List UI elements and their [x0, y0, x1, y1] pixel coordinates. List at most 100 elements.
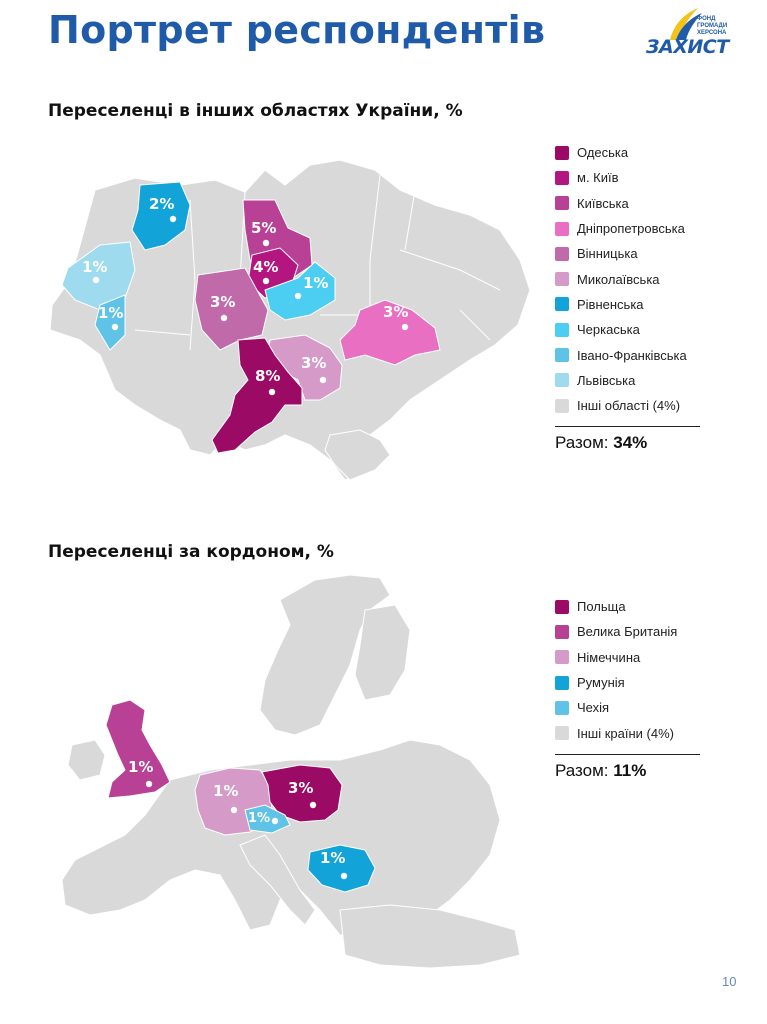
region-crimea — [324, 429, 391, 481]
label-odesa: 8% — [255, 367, 280, 385]
legend-item: Німеччина — [555, 645, 700, 670]
label-kyivska: 5% — [251, 219, 276, 237]
page-number: 10 — [722, 974, 737, 989]
label-kyiv: 4% — [253, 258, 278, 276]
ukraine-value-labels: 2% 1% 1% 5% 4% 1% 3% 3% 8% 3% — [82, 195, 409, 396]
legend-swatch — [555, 624, 569, 639]
europe-total: Разом: 11% — [555, 753, 700, 781]
legend-item: Велика Британія — [555, 619, 700, 644]
ukraine-heading: Переселенці в інших областях України, % — [48, 101, 463, 121]
country-turkey — [339, 904, 521, 969]
legend-swatch — [555, 297, 569, 312]
legend-label: Інші країни (4%) — [577, 725, 674, 741]
legend-item: Чехія — [555, 695, 700, 720]
legend-label: Рівненська — [577, 296, 644, 312]
legend-label: Івано-Франківська — [577, 347, 687, 363]
country-finland — [354, 604, 411, 701]
legend-label: м. Київ — [577, 170, 619, 186]
region-rivne — [131, 181, 191, 251]
country-italy — [239, 834, 316, 926]
legend-item: Інші країни (4%) — [555, 720, 700, 745]
legend-swatch — [555, 272, 569, 287]
country-scandinavia — [259, 574, 391, 736]
marker-kyiv — [262, 277, 270, 285]
legend-label: Київська — [577, 195, 629, 211]
legend-label: Дніпропетровська — [577, 221, 685, 237]
legend-item: Івано-Франківська — [555, 342, 700, 367]
region-cherkasy — [264, 261, 336, 321]
legend-item: Львівська — [555, 368, 700, 393]
country-mainland-europe — [61, 739, 501, 941]
marker-vinnytsia — [220, 314, 228, 322]
legend-item: м. Київ — [555, 165, 700, 190]
label-germany: 1% — [213, 782, 238, 800]
ukraine-total-label: Разом: — [555, 433, 614, 453]
country-uk — [105, 699, 171, 799]
region-dnipropetrovsk — [339, 299, 441, 366]
legend-item: Київська — [555, 191, 700, 216]
legend-swatch — [555, 322, 569, 337]
country-ireland — [67, 739, 106, 781]
legend-swatch — [555, 196, 569, 211]
legend-item: Вінницька — [555, 241, 700, 266]
country-poland — [261, 764, 343, 823]
marker-germany — [230, 806, 238, 814]
legend-label: Німеччина — [577, 649, 641, 665]
zakhyst-logo: ФОНД ГРОМАДИ ХЕРСОНА ЗАХИСТ — [640, 4, 735, 58]
marker-odesa — [268, 388, 276, 396]
label-lviv: 1% — [82, 258, 107, 276]
marker-romania — [340, 872, 348, 880]
legend-item: Черкаська — [555, 317, 700, 342]
marker-kyivska — [262, 239, 270, 247]
label-uk: 1% — [128, 758, 153, 776]
legend-label: Вінницька — [577, 246, 638, 262]
europe-legend: Польща Велика Британія Німеччина Румунія Чех… — [555, 594, 700, 781]
legend-swatch — [555, 348, 569, 363]
legend-label: Польща — [577, 599, 626, 615]
ukraine-total: Разом: 34% — [555, 426, 700, 453]
marker-dnipro — [401, 323, 409, 331]
ukraine-map: 2% 1% 1% 5% 4% 1% 3% 3% 8% 3% — [49, 159, 531, 481]
legend-label: Львівська — [577, 372, 636, 388]
marker-czech — [271, 817, 279, 825]
label-ivano: 1% — [98, 304, 123, 322]
country-romania — [307, 844, 376, 893]
legend-label: Велика Британія — [577, 624, 678, 640]
legend-item: Інші області (4%) — [555, 393, 700, 418]
legend-item: Рівненська — [555, 292, 700, 317]
label-poland: 3% — [288, 779, 313, 797]
page-title: Портрет респондентів — [48, 8, 546, 52]
legend-swatch — [555, 726, 569, 741]
label-dnipro: 3% — [383, 303, 408, 321]
logo-emblem-icon — [670, 8, 702, 40]
legend-swatch — [555, 700, 569, 715]
legend-swatch — [555, 145, 569, 160]
legend-item: Одеська — [555, 140, 700, 165]
legend-swatch — [555, 675, 569, 690]
legend-swatch — [555, 373, 569, 388]
europe-total-value: 11% — [613, 760, 647, 780]
legend-item: Румунія — [555, 670, 700, 695]
legend-label: Черкаська — [577, 322, 640, 338]
legend-item: Миколаївська — [555, 266, 700, 291]
logo-caption: ФОНД ГРОМАДИ ХЕРСОНА — [697, 16, 728, 36]
label-romania: 1% — [320, 849, 345, 867]
marker-rivne — [169, 215, 177, 223]
europe-map: 1% 1% 3% 1% 1% — [61, 574, 521, 969]
marker-uk — [145, 780, 153, 788]
ukraine-legend: Одеська м. Київ Київська Дніпропетровська Ві… — [555, 140, 700, 453]
region-ivano-frankivsk — [94, 294, 126, 351]
legend-label: Чехія — [577, 700, 610, 716]
legend-label: Інші області (4%) — [577, 398, 681, 414]
legend-label: Румунія — [577, 675, 625, 691]
europe-total-label: Разом: — [555, 760, 614, 780]
legend-swatch — [555, 650, 569, 665]
logo-wordmark: ЗАХИСТ — [646, 36, 729, 58]
legend-item: Дніпропетровська — [555, 216, 700, 241]
legend-label: Миколаївська — [577, 271, 660, 287]
legend-swatch — [555, 221, 569, 236]
label-czech: 1% — [248, 811, 270, 826]
label-rivne: 2% — [149, 195, 174, 213]
marker-ivano — [111, 323, 119, 331]
marker-mykolaiv — [319, 376, 327, 384]
